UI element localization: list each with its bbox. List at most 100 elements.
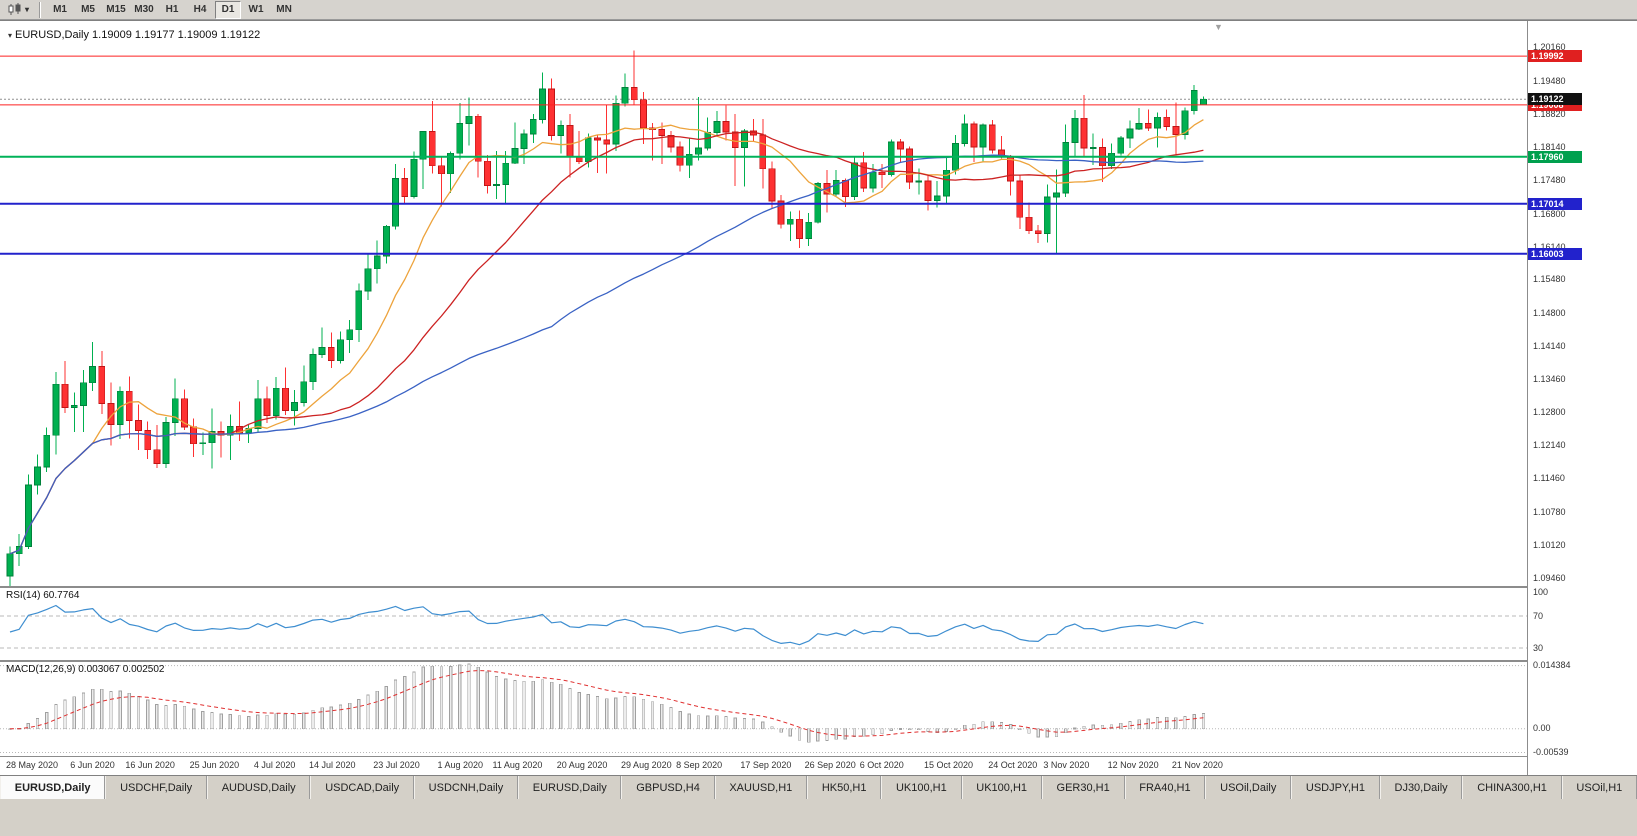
date-axis-label: 12 Nov 2020 xyxy=(1107,760,1159,770)
symbol-tab-xauusd-h1[interactable]: XAUUSD,H1 xyxy=(714,776,808,799)
symbol-tab-usdcnh-daily[interactable]: USDCNH,Daily xyxy=(413,776,518,799)
date-axis-label: 1 Aug 2020 xyxy=(437,760,483,770)
price-axis: 1.20160 1.19480 1.18820 1.18140 1.17480 1.168… xyxy=(1527,21,1637,776)
symbol-tab-china300-h1[interactable]: CHINA300,H1 xyxy=(1462,776,1562,799)
date-axis-label: 29 Aug 2020 xyxy=(621,760,672,770)
date-axis-label: 23 Jul 2020 xyxy=(373,760,420,770)
date-axis-label: 16 Jun 2020 xyxy=(125,760,175,770)
symbol-tab-gbpusd-h4[interactable]: GBPUSD,H4 xyxy=(621,776,715,799)
rsi-value: 60.7764 xyxy=(43,590,80,601)
date-axis-label: 6 Oct 2020 xyxy=(859,760,904,770)
axis-value-label: 70 xyxy=(1533,610,1544,621)
timeframe-button-M1[interactable]: M1 xyxy=(53,4,67,15)
timeframe-button-M30[interactable]: M30 xyxy=(134,4,154,15)
price-badge: 1.19122 xyxy=(1528,93,1582,106)
symbol-tab-usdcad-daily[interactable]: USDCAD,Daily xyxy=(310,776,414,799)
axis-value-label: -0.00539 xyxy=(1533,746,1569,757)
axis-value-label: 1.20160 xyxy=(1533,42,1566,53)
price-chart-canvas[interactable] xyxy=(0,23,1527,586)
date-axis-label: 14 Jul 2020 xyxy=(308,760,356,770)
macd-indicator-canvas[interactable] xyxy=(0,662,1527,756)
symbol-tab-dj30-daily[interactable]: DJ30,Daily xyxy=(1379,776,1463,799)
collapse-triangle-icon[interactable]: ▾ xyxy=(8,31,13,40)
candles-group xyxy=(6,50,1207,586)
chart-shift-marker[interactable]: ▼ xyxy=(1214,22,1223,32)
macd-values: 0.003067 0.002502 xyxy=(78,664,165,675)
date-axis-label: 4 Jul 2020 xyxy=(253,760,296,770)
date-axis-label: 20 Aug 2020 xyxy=(556,760,608,770)
axis-value-label: 30 xyxy=(1533,642,1544,653)
symbol-tab-uk100-h1[interactable]: UK100,H1 xyxy=(881,776,962,799)
axis-value-label: 1.09460 xyxy=(1533,572,1566,583)
chart-symbol-label: EURUSD,Daily xyxy=(15,29,89,41)
axis-value-label: 1.11460 xyxy=(1533,473,1565,484)
symbol-tab-usoil-daily[interactable]: USOil,Daily xyxy=(1205,776,1292,799)
chart-title: ▾ EURUSD,Daily 1.19009 1.19177 1.19009 1.… xyxy=(8,29,260,41)
date-axis: 28 May 2020 6 Jun 2020 16 Jun 2020 25 Jun 2… xyxy=(0,756,1527,776)
axis-value-label: 1.15480 xyxy=(1533,274,1566,285)
macd-name: MACD(12,26,9) xyxy=(6,664,76,675)
symbol-tab-uk100-h1[interactable]: UK100,H1 xyxy=(961,776,1042,799)
symbol-tab-eurusd-daily[interactable]: EURUSD,Daily xyxy=(518,776,622,799)
timeframe-button-D1[interactable]: D1 xyxy=(215,0,242,19)
price-badge: 1.16003 xyxy=(1528,247,1582,260)
chart-area: ▾ EURUSD,Daily 1.19009 1.19177 1.19009 1.… xyxy=(0,20,1637,776)
timeframe-button-M15[interactable]: M15 xyxy=(106,4,126,15)
date-axis-label: 8 Sep 2020 xyxy=(676,760,723,770)
axis-value-label: 1.12800 xyxy=(1533,407,1566,418)
rsi-name: RSI(14) xyxy=(6,590,41,601)
symbol-tab-usdchf-daily[interactable]: USDCHF,Daily xyxy=(105,776,207,799)
axis-value-label: 1.17480 xyxy=(1533,175,1566,186)
axis-value-label: 1.14800 xyxy=(1533,307,1566,318)
date-axis-label: 26 Sep 2020 xyxy=(804,760,856,770)
axis-value-label: 1.10120 xyxy=(1533,539,1566,550)
axis-value-label: 100 xyxy=(1533,586,1549,597)
timeframe-button-W1[interactable]: W1 xyxy=(248,4,264,15)
symbol-tab-audusd-daily[interactable]: AUDUSD,Daily xyxy=(206,776,311,799)
timeframe-button-H4[interactable]: H4 xyxy=(193,4,207,15)
date-axis-label: 25 Jun 2020 xyxy=(189,760,240,770)
timeframe-button-MN[interactable]: MN xyxy=(276,4,292,15)
top-toolbar: ▾ M1 M5 M15 M30 H1 H4 D1 W1 MN xyxy=(0,0,1637,20)
ma-mid-line xyxy=(9,131,1204,555)
axis-value-label: 0.00 xyxy=(1533,723,1551,734)
macd-histogram xyxy=(8,663,1206,743)
date-axis-label: 15 Oct 2020 xyxy=(924,760,974,770)
date-axis-label: 3 Nov 2020 xyxy=(1043,760,1090,770)
date-axis-label: 28 May 2020 xyxy=(6,760,59,770)
ma-slow-line xyxy=(9,154,1204,555)
timeframe-button-M5[interactable]: M5 xyxy=(81,4,95,15)
axis-value-label: 1.16800 xyxy=(1533,208,1566,219)
chevron-down-icon: ▾ xyxy=(25,5,30,14)
panel-divider[interactable] xyxy=(0,586,1637,588)
symbol-tab-hk50-h1[interactable]: HK50,H1 xyxy=(807,776,882,799)
timeframe-button-H1[interactable]: H1 xyxy=(165,4,179,15)
symbol-tab-eurusd-daily[interactable]: EURUSD,Daily xyxy=(0,776,106,799)
rsi-indicator-canvas[interactable] xyxy=(0,588,1527,660)
toolbar-separator xyxy=(39,1,42,18)
date-axis-label: 17 Sep 2020 xyxy=(740,760,792,770)
price-badge: 1.17014 xyxy=(1528,197,1582,210)
axis-value-label: 1.19480 xyxy=(1533,75,1566,86)
axis-value-label: 1.18140 xyxy=(1533,142,1566,153)
date-axis-label: 11 Aug 2020 xyxy=(492,760,543,770)
ma-fast-line xyxy=(9,119,1204,555)
date-axis-label: 21 Nov 2020 xyxy=(1171,760,1223,770)
axis-value-label: 1.14140 xyxy=(1533,340,1566,351)
symbol-tab-usdjpy-h1[interactable]: USDJPY,H1 xyxy=(1291,776,1380,799)
axis-value-label: 0.014384 xyxy=(1533,660,1571,671)
chart-ohlc-values: 1.19009 1.19177 1.19009 1.19122 xyxy=(92,29,261,41)
symbol-tab-usoil-h1[interactable]: USOil,H1 xyxy=(1561,776,1637,799)
price-badge: 1.19992 xyxy=(1528,50,1582,63)
axis-value-label: 1.13460 xyxy=(1533,374,1566,385)
axis-value-label: 1.10780 xyxy=(1533,507,1566,518)
symbol-tab-ger30-h1[interactable]: GER30,H1 xyxy=(1041,776,1125,799)
chart-type-button[interactable]: ▾ xyxy=(3,0,34,19)
axis-value-label: 1.16140 xyxy=(1533,241,1566,252)
axis-value-label: 1.12140 xyxy=(1533,439,1566,450)
symbol-tab-fra40-h1[interactable]: FRA40,H1 xyxy=(1124,776,1206,799)
macd-label: MACD(12,26,9) 0.003067 0.002502 xyxy=(6,664,164,675)
panel-divider[interactable] xyxy=(0,660,1637,662)
date-axis-label: 6 Jun 2020 xyxy=(70,760,115,770)
